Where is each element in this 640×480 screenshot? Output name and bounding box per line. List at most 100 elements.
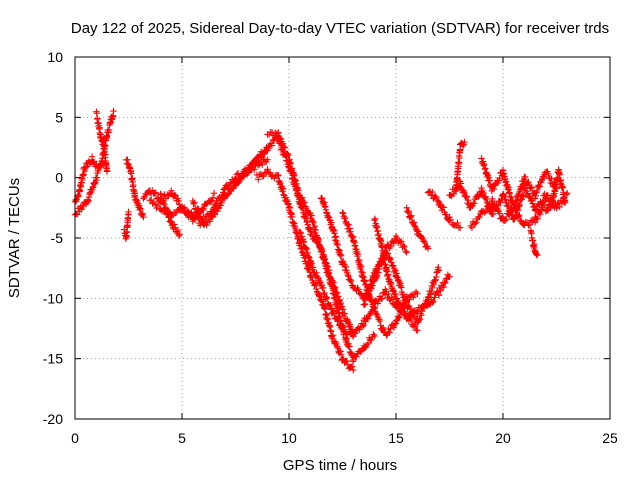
data-point: [381, 254, 388, 262]
data-point: [471, 220, 479, 227]
data-point: [191, 199, 198, 206]
y-tick-label: 0: [55, 170, 63, 186]
data-point: [441, 279, 448, 287]
data-point: [536, 183, 543, 190]
data-point: [347, 278, 355, 285]
data-point: [440, 283, 447, 291]
data-point: [175, 197, 182, 204]
data-point: [446, 273, 453, 281]
data-point: [336, 347, 344, 355]
data-point: [348, 363, 356, 370]
x-axis-label: GPS time / hours: [283, 457, 397, 474]
data-point: [259, 152, 266, 160]
data-point: [349, 233, 356, 240]
data-point: [434, 288, 441, 295]
data-point: [72, 210, 80, 217]
data-point: [280, 148, 287, 155]
data-point: [350, 366, 357, 374]
data-point: [335, 315, 342, 323]
data-point: [533, 189, 540, 196]
data-point: [534, 251, 541, 259]
data-point: [80, 171, 87, 178]
data-point: [82, 164, 89, 171]
data-point: [396, 314, 403, 321]
data-point: [407, 305, 415, 312]
data-point: [447, 191, 454, 199]
data-point: [165, 213, 173, 221]
data-point: [154, 200, 162, 208]
series-arc1: [71, 153, 100, 206]
data-point: [431, 294, 438, 301]
data-point: [494, 206, 502, 214]
data-point: [504, 203, 511, 210]
data-point: [341, 310, 348, 317]
data-point: [176, 231, 184, 238]
data-point: [468, 224, 476, 231]
data-point: [84, 198, 92, 206]
data-point: [547, 203, 554, 210]
data-point: [516, 211, 523, 219]
data-point: [321, 305, 329, 313]
data-point: [297, 230, 304, 237]
data-point: [548, 175, 555, 182]
data-point: [538, 176, 545, 184]
data-point: [418, 307, 426, 315]
data-point: [443, 211, 450, 218]
data-point: [561, 199, 569, 206]
data-point: [353, 353, 360, 360]
data-point: [411, 222, 418, 230]
data-point: [532, 192, 539, 200]
data-point: [489, 195, 496, 203]
data-point: [509, 207, 516, 214]
x-tick-label: 15: [388, 430, 404, 446]
data-point: [481, 194, 489, 201]
data-point: [264, 156, 271, 163]
data-point: [357, 263, 365, 270]
data-point: [308, 228, 315, 236]
data-point: [391, 265, 398, 273]
series-arc10: [232, 156, 271, 189]
tick-labels: 0 5 10 15 20 25 -20 -15 -10 -5 0 5 10: [43, 49, 618, 446]
data-point: [259, 161, 266, 168]
y-axis-label: SDTVAR / TECUs: [6, 178, 23, 298]
data-point: [545, 170, 552, 178]
data-point: [483, 195, 490, 203]
series-arc18: [371, 215, 421, 334]
data-point: [501, 193, 508, 200]
data-point: [354, 250, 362, 258]
data-point: [368, 336, 375, 344]
data-points: [71, 107, 571, 374]
data-point: [318, 281, 325, 289]
data-point: [450, 190, 457, 198]
series-arc26: [542, 166, 569, 215]
data-point: [405, 207, 412, 215]
data-point: [564, 190, 571, 197]
data-point: [152, 189, 160, 196]
data-point: [418, 312, 425, 319]
data-point: [303, 245, 310, 253]
data-point: [533, 187, 541, 195]
data-point: [390, 262, 397, 269]
data-point: [464, 199, 471, 207]
data-point: [224, 191, 232, 198]
data-point: [271, 175, 278, 182]
axis-ticks: [74, 56, 611, 420]
data-point: [457, 180, 465, 187]
data-point: [190, 200, 197, 208]
data-point: [125, 208, 132, 216]
data-point: [407, 316, 415, 324]
data-point: [72, 196, 79, 204]
data-point: [264, 166, 271, 173]
data-point: [318, 246, 326, 254]
series-arc4: [121, 208, 132, 242]
data-point: [410, 309, 417, 316]
data-point: [200, 205, 207, 212]
data-point: [390, 324, 398, 331]
data-point: [525, 178, 532, 186]
data-point: [484, 171, 492, 179]
data-point: [534, 215, 541, 222]
data-point: [372, 310, 380, 317]
series-arc21: [452, 138, 468, 195]
data-point: [505, 210, 512, 218]
data-point: [312, 226, 319, 234]
